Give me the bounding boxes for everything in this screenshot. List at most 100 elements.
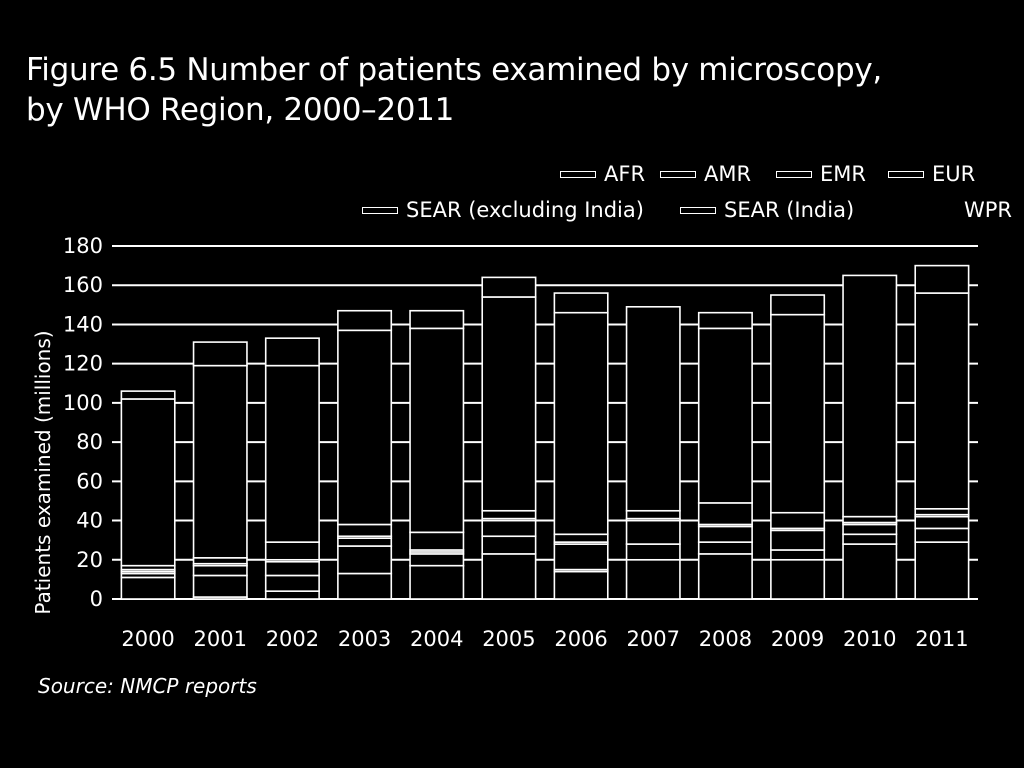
bar-2002-amr [264, 574, 320, 592]
bar-2007-emr [625, 519, 681, 545]
legend-label: SEAR (India) [724, 198, 855, 222]
legend-label: AFR [604, 162, 646, 186]
bar-2011-afr [914, 541, 970, 600]
legend-swatch [920, 206, 956, 214]
bar-2000-sear-india- [120, 398, 176, 567]
y-tick-label-40: 40 [76, 509, 103, 533]
y-axis-label: Patients examined (millions) [31, 330, 55, 614]
legend-swatch [362, 206, 398, 214]
bar-2003-wpr [337, 309, 393, 332]
y-tick-label-120: 120 [63, 352, 103, 376]
bar-2004-sear-india- [409, 327, 465, 534]
bar-2001-sear-excluding-india- [192, 557, 248, 565]
bar-2011-emr [914, 515, 970, 530]
x-tick-label-2011: 2011 [915, 627, 968, 651]
x-tick-label-2000: 2000 [121, 627, 174, 651]
y-tick-label-0: 0 [90, 587, 103, 611]
bar-2011-sear-india- [914, 292, 970, 510]
bar-2009-sear-india- [770, 313, 826, 514]
bar-2009-afr [770, 558, 826, 600]
bar-2001-emr [192, 564, 248, 577]
bar-2010-afr [842, 543, 898, 600]
bar-2007-afr [625, 558, 681, 600]
bar-2006-afr [553, 570, 609, 600]
bar-2006-sear-india- [553, 311, 609, 536]
bar-2010-amr [842, 533, 898, 545]
legend-item-emr: EMR [776, 162, 866, 186]
bar-2000-afr [120, 576, 176, 600]
bar-2003-sear-excluding-india- [337, 523, 393, 538]
legend-item-afr: AFR [560, 162, 645, 186]
bar-2002-wpr [264, 337, 320, 367]
x-tick-label-2007: 2007 [627, 627, 680, 651]
x-tick-label-2008: 2008 [699, 627, 752, 651]
bar-2005-afr [481, 553, 537, 600]
x-tick-label-2003: 2003 [338, 627, 391, 651]
bar-2007-sear-india- [625, 305, 681, 512]
bar-2006-emr [553, 543, 609, 571]
chart-title: Figure 6.5 Number of patients examined b… [26, 50, 882, 130]
bar-2000-wpr [120, 390, 176, 400]
bar-2009-wpr [770, 294, 826, 316]
legend-label: AMR [704, 162, 752, 186]
bar-2003-amr [337, 545, 393, 575]
bar-2004-amr [409, 553, 465, 567]
bar-2008-amr [697, 541, 753, 555]
bar-2010-emr [842, 523, 898, 536]
bar-2005-sear-excluding-india- [481, 509, 537, 520]
title-line-2: by WHO Region, 2000–2011 [26, 92, 455, 128]
legend-label: EUR [932, 162, 976, 186]
legend-label: WPR [964, 198, 1013, 222]
bar-2005-sear-india- [481, 296, 537, 512]
bar-2001-wpr [192, 341, 248, 367]
y-tick-label-20: 20 [76, 548, 103, 572]
bar-2008-sear-india- [697, 327, 753, 504]
bar-2006-sear-excluding-india- [553, 533, 609, 543]
legend-swatch [560, 170, 596, 178]
x-tick-label-2001: 2001 [194, 627, 247, 651]
bar-2009-sear-excluding-india- [770, 511, 826, 530]
y-tick-label-60: 60 [76, 469, 103, 493]
bar-2003-emr [337, 537, 393, 547]
bar-2005-amr [481, 535, 537, 555]
bar-2011-sear-excluding-india- [914, 507, 970, 516]
title-line-1: Figure 6.5 Number of patients examined b… [26, 52, 882, 88]
bar-2002-emr [264, 560, 320, 577]
bar-2010-sear-india- [842, 274, 898, 518]
legend-item-eur: EUR [888, 162, 975, 186]
bar-2007-amr [625, 543, 681, 561]
y-tick-label-80: 80 [76, 430, 103, 454]
legend-swatch [680, 206, 716, 214]
bar-2005-emr [481, 519, 537, 538]
bar-2008-emr [697, 525, 753, 543]
x-tick-label-2010: 2010 [843, 627, 896, 651]
bar-2003-afr [337, 572, 393, 600]
bar-2004-wpr [409, 309, 465, 330]
legend-swatch [888, 170, 924, 178]
bar-2009-amr [770, 549, 826, 561]
bar-2002-sear-india- [264, 364, 320, 543]
bar-2004-sear-excluding-india- [409, 531, 465, 551]
x-tick-label-2005: 2005 [482, 627, 535, 651]
y-tick-label-160: 160 [63, 273, 103, 297]
bar-2005-wpr [481, 276, 537, 298]
bar-2008-afr [697, 553, 753, 600]
bar-2001-amr [192, 574, 248, 598]
bar-2011-wpr [914, 264, 970, 294]
y-tick-label-180: 180 [63, 234, 103, 258]
bar-2008-sear-excluding-india- [697, 502, 753, 526]
x-tick-label-2004: 2004 [410, 627, 463, 651]
legend-item-amr: AMR [660, 162, 751, 186]
bar-2006-wpr [553, 292, 609, 314]
bar-2009-emr [770, 529, 826, 551]
bar-2011-amr [914, 527, 970, 543]
legend-swatch [660, 170, 696, 178]
legend-item-sear-india-: SEAR (India) [680, 198, 854, 222]
y-tick-label-100: 100 [63, 391, 103, 415]
bar-2007-sear-excluding-india- [625, 509, 681, 520]
bar-2008-wpr [697, 311, 753, 330]
bar-2003-sear-india- [337, 329, 393, 526]
bar-2001-sear-india- [192, 364, 248, 559]
legend-label: EMR [820, 162, 866, 186]
